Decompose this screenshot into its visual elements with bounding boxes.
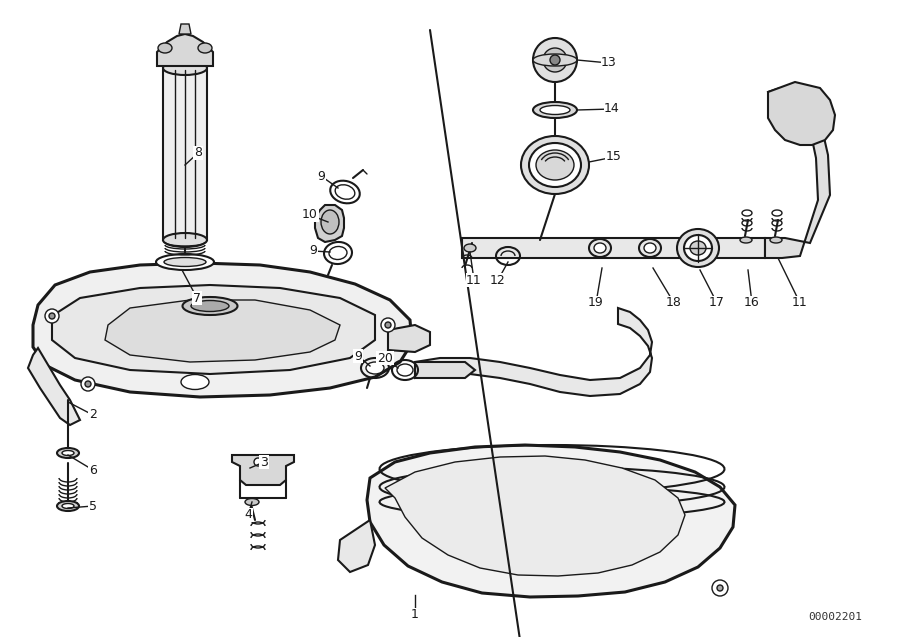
Ellipse shape xyxy=(245,499,259,506)
Polygon shape xyxy=(462,238,765,258)
Text: 1: 1 xyxy=(411,608,418,622)
Ellipse shape xyxy=(329,247,347,259)
Ellipse shape xyxy=(536,150,574,180)
Ellipse shape xyxy=(163,61,207,75)
Ellipse shape xyxy=(57,448,79,458)
Text: 12: 12 xyxy=(491,273,506,287)
Text: 8: 8 xyxy=(194,147,202,159)
Text: 19: 19 xyxy=(588,296,604,310)
Ellipse shape xyxy=(191,301,229,311)
Text: 2: 2 xyxy=(89,408,97,422)
Ellipse shape xyxy=(62,450,74,455)
Ellipse shape xyxy=(62,503,74,508)
Text: 11: 11 xyxy=(792,296,808,310)
Text: 13: 13 xyxy=(601,57,617,69)
Polygon shape xyxy=(768,82,835,145)
Circle shape xyxy=(550,55,560,65)
Polygon shape xyxy=(385,456,685,576)
Polygon shape xyxy=(28,348,80,425)
Circle shape xyxy=(533,38,577,82)
Polygon shape xyxy=(315,205,344,242)
Ellipse shape xyxy=(321,210,339,234)
Text: 4: 4 xyxy=(244,508,252,522)
Ellipse shape xyxy=(740,237,752,243)
Text: 5: 5 xyxy=(89,499,97,513)
Text: 20: 20 xyxy=(377,352,393,364)
Text: 6: 6 xyxy=(89,464,97,476)
Circle shape xyxy=(385,322,391,328)
Text: 9: 9 xyxy=(309,245,317,257)
Ellipse shape xyxy=(156,254,214,270)
Polygon shape xyxy=(367,445,735,597)
Text: 9: 9 xyxy=(317,169,325,182)
Text: 3: 3 xyxy=(260,455,268,468)
Ellipse shape xyxy=(397,364,413,376)
Ellipse shape xyxy=(464,244,476,252)
Text: 00002201: 00002201 xyxy=(808,612,862,622)
Ellipse shape xyxy=(335,185,355,199)
Text: 11: 11 xyxy=(466,273,482,287)
Circle shape xyxy=(49,313,55,319)
Ellipse shape xyxy=(57,501,79,511)
Ellipse shape xyxy=(594,243,606,253)
Text: 10: 10 xyxy=(302,208,318,222)
Text: 16: 16 xyxy=(744,296,760,310)
Text: 17: 17 xyxy=(709,296,725,310)
Text: 15: 15 xyxy=(606,150,622,164)
Ellipse shape xyxy=(677,229,719,267)
Ellipse shape xyxy=(690,241,706,255)
Polygon shape xyxy=(388,325,430,352)
Polygon shape xyxy=(232,455,294,485)
Ellipse shape xyxy=(533,102,577,118)
Circle shape xyxy=(717,585,723,591)
Circle shape xyxy=(254,458,262,466)
Ellipse shape xyxy=(770,237,782,243)
Ellipse shape xyxy=(198,43,212,53)
Ellipse shape xyxy=(540,106,570,115)
Circle shape xyxy=(85,381,91,387)
Ellipse shape xyxy=(529,143,581,187)
Polygon shape xyxy=(179,24,191,34)
Circle shape xyxy=(81,377,95,391)
Polygon shape xyxy=(105,300,340,362)
Ellipse shape xyxy=(181,375,209,389)
Ellipse shape xyxy=(183,297,238,315)
Polygon shape xyxy=(33,263,412,397)
Circle shape xyxy=(45,309,59,323)
Ellipse shape xyxy=(521,136,589,194)
Ellipse shape xyxy=(366,362,384,374)
Text: 14: 14 xyxy=(604,103,620,115)
Ellipse shape xyxy=(684,235,712,261)
Ellipse shape xyxy=(158,43,172,53)
Text: 18: 18 xyxy=(666,296,682,310)
Ellipse shape xyxy=(533,54,577,66)
Polygon shape xyxy=(765,88,830,258)
Circle shape xyxy=(712,580,728,596)
Text: 9: 9 xyxy=(354,350,362,362)
Circle shape xyxy=(543,48,567,72)
Polygon shape xyxy=(415,308,652,396)
Circle shape xyxy=(381,318,395,332)
Polygon shape xyxy=(163,68,207,240)
Polygon shape xyxy=(52,285,375,374)
Ellipse shape xyxy=(164,257,206,266)
Ellipse shape xyxy=(163,233,207,247)
Ellipse shape xyxy=(644,243,656,253)
Text: 7: 7 xyxy=(193,292,201,304)
Polygon shape xyxy=(415,362,475,378)
Polygon shape xyxy=(338,520,375,572)
Polygon shape xyxy=(157,34,213,66)
